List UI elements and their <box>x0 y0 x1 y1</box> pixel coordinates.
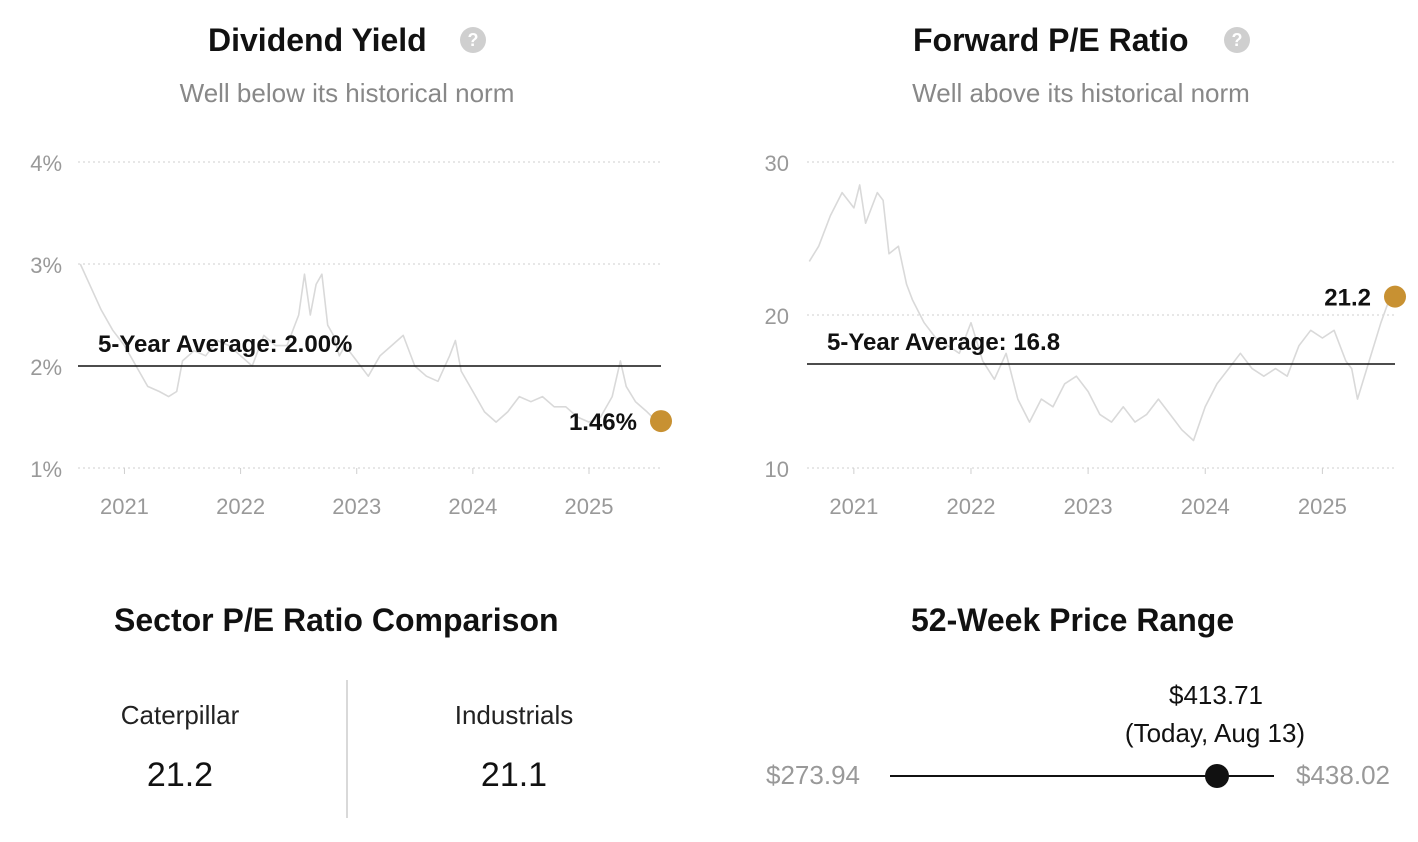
sector-label-company: Caterpillar <box>120 700 240 730</box>
y-tick-label: 10 <box>765 457 789 482</box>
sector-value-industry: 21.1 <box>480 756 548 794</box>
price-range-current-note: (Today, Aug 13) <box>1124 718 1306 748</box>
price-range-track <box>890 775 1274 777</box>
forward-pe-chart: 30 20 10 2021 2022 2023 2024 2025 5-Year Average… <box>765 151 1406 519</box>
question-icon[interactable]: ? <box>1223 26 1251 54</box>
price-range-high: $438.02 <box>1296 760 1390 790</box>
current-value-label: 21.2 <box>1324 285 1371 312</box>
dividend-yield-subtitle: Well below its historical norm <box>179 78 515 108</box>
y-tick-label: 30 <box>765 151 789 176</box>
price-range-marker <box>1205 764 1230 788</box>
current-value-label: 1.46% <box>569 409 637 436</box>
series-line <box>79 263 657 423</box>
y-tick-label: 2% <box>30 355 62 380</box>
price-range-title: 52-Week Price Range <box>911 602 1235 638</box>
sector-comparison-title: Sector P/E Ratio Comparison <box>114 602 559 638</box>
y-tick-label: 20 <box>765 304 789 329</box>
svg-text:?: ? <box>1232 30 1243 50</box>
price-range-current: $413.71 <box>1169 680 1263 710</box>
x-tick-label: 2022 <box>216 494 265 519</box>
x-tick-label: 2021 <box>100 494 149 519</box>
average-label: 5-Year Average: 16.8 <box>827 329 1060 356</box>
x-tick-label: 2025 <box>1298 494 1347 519</box>
question-icon[interactable]: ? <box>459 26 487 54</box>
average-label: 5-Year Average: 2.00% <box>98 331 352 358</box>
x-tick-label: 2022 <box>947 494 996 519</box>
forward-pe-subtitle: Well above its historical norm <box>912 78 1250 108</box>
sector-label-industry: Industrials <box>454 700 574 730</box>
dividend-yield-title: Dividend Yield <box>208 22 427 58</box>
sector-divider <box>346 680 348 818</box>
price-range-low: $273.94 <box>766 760 860 790</box>
y-tick-label: 1% <box>30 457 62 482</box>
current-value-marker <box>650 410 672 433</box>
x-tick-label: 2023 <box>1064 494 1113 519</box>
svg-text:?: ? <box>468 30 479 50</box>
dividend-yield-chart: 4% 3% 2% 1% 2021 2022 2023 2024 2025 5-Year Avera… <box>30 151 672 519</box>
x-tick-label: 2024 <box>448 494 497 519</box>
forward-pe-title: Forward P/E Ratio <box>913 22 1189 58</box>
y-tick-label: 3% <box>30 253 62 278</box>
y-tick-label: 4% <box>30 151 62 176</box>
x-tick-label: 2024 <box>1181 494 1230 519</box>
x-tick-label: 2023 <box>332 494 381 519</box>
x-tick-label: 2021 <box>829 494 878 519</box>
x-tick-label: 2025 <box>565 494 614 519</box>
sector-value-company: 21.2 <box>146 756 214 794</box>
series-line <box>808 184 1392 442</box>
current-value-marker <box>1384 285 1406 308</box>
